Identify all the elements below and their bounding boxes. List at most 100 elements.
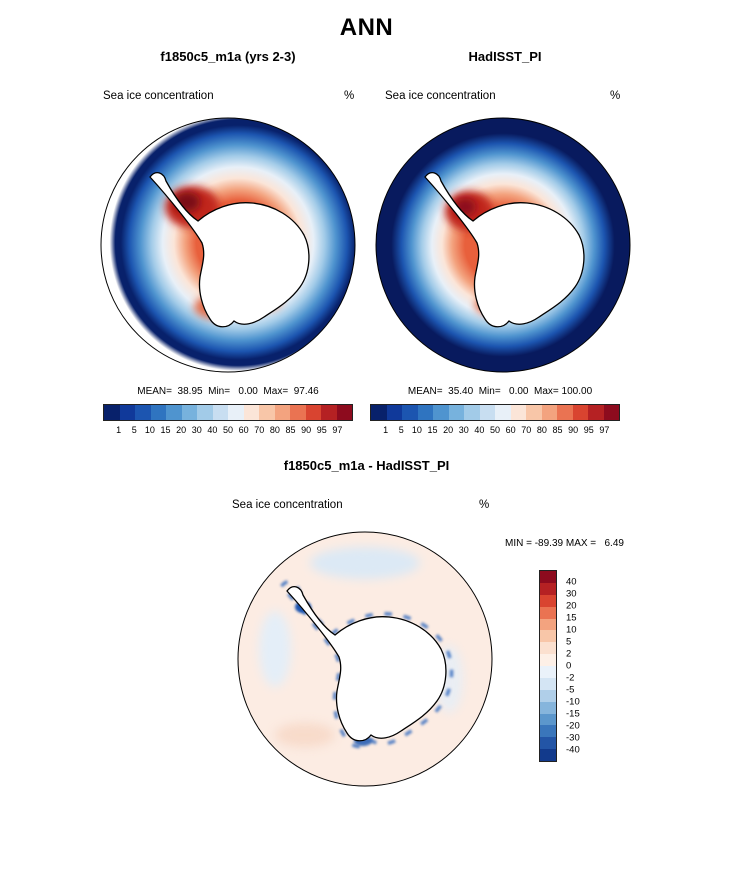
colorbar-segment [274, 405, 290, 420]
tick-label: 80 [269, 425, 280, 435]
tick-label: 95 [316, 425, 327, 435]
tick-label: 60 [505, 425, 516, 435]
tick-label: 20 [566, 600, 577, 612]
negative-anomaly-patch [310, 547, 420, 579]
colorbar-model [103, 404, 353, 421]
tick-label: 30 [458, 425, 469, 435]
colorbar-difference [539, 570, 557, 762]
tick-label: 20 [443, 425, 454, 435]
units-label-obs: % [610, 90, 621, 102]
colorbar-obs [370, 404, 620, 421]
colorbar-segment [540, 642, 556, 655]
tick-label: 5 [398, 425, 404, 435]
colorbar-segment [588, 405, 604, 420]
colorbar-segment [166, 405, 182, 420]
colorbar-segment [371, 405, 387, 420]
tick-label: 0 [566, 660, 572, 672]
tick-label: -30 [566, 732, 580, 744]
colorbar-segment [119, 405, 135, 420]
colorbar-segment [540, 701, 556, 714]
tick-label: -2 [566, 672, 575, 684]
units-label-difference: % [479, 499, 490, 511]
colorbar-segment [540, 689, 556, 702]
colorbar-segment [305, 405, 321, 420]
tick-label: 95 [583, 425, 594, 435]
tick-label: 20 [176, 425, 187, 435]
colorbar-segment [603, 405, 619, 420]
positive-anomaly-patch [275, 723, 335, 747]
colorbar-segment [479, 405, 495, 420]
tick-label: 15 [160, 425, 171, 435]
colorbar-segment [290, 405, 306, 420]
tick-label: 5 [566, 636, 572, 648]
colorbar-segment [540, 749, 556, 761]
colorbar-segment [540, 654, 556, 666]
colorbar-segment [321, 405, 337, 420]
tick-label: 1 [383, 425, 389, 435]
stats-obs: MEAN= 35.40 Min= 0.00 Max= 100.00 [407, 386, 593, 397]
panel-title-difference: f1850c5_m1a - HadISST_PI [283, 458, 450, 473]
colorbar-ticks-model: 1 5 10 15 20 30 40 50 60 70 80 85 90 95 97 [103, 425, 353, 437]
tick-label: -40 [566, 744, 580, 756]
colorbar-segment [197, 405, 213, 420]
colorbar-segment [557, 405, 573, 420]
units-label-model: % [344, 90, 355, 102]
tick-label: 40 [474, 425, 485, 435]
colorbar-segment [212, 405, 228, 420]
colorbar-segment [540, 666, 556, 678]
colorbar-ticks-obs: 1 5 10 15 20 30 40 50 60 70 80 85 90 95 97 [370, 425, 620, 437]
tick-label: 5 [131, 425, 137, 435]
field-label-obs: Sea ice concentration [385, 90, 496, 102]
colorbar-segment [386, 405, 402, 420]
map-difference [235, 529, 495, 789]
colorbar-segment [135, 405, 151, 420]
colorbar-segment [433, 405, 449, 420]
tick-label: -5 [566, 684, 575, 696]
map-obs-svg [375, 117, 631, 373]
field-label-model: Sea ice concentration [103, 90, 214, 102]
colorbar-segment [540, 713, 556, 726]
tick-label: 10 [566, 624, 577, 636]
map-model-svg [100, 117, 356, 373]
map-boundary [237, 531, 493, 787]
colorbar-segment [540, 677, 556, 690]
tick-label: 50 [222, 425, 234, 435]
antarctica-landmass [424, 171, 585, 328]
tick-label: 70 [254, 425, 265, 435]
colorbar-segment [181, 405, 197, 420]
tick-label: -10 [566, 696, 580, 708]
colorbar-segment [243, 405, 259, 420]
map-boundary [100, 117, 356, 373]
colorbar-segment [417, 405, 433, 420]
colorbar-segment [495, 405, 511, 420]
tick-label: 85 [552, 425, 563, 435]
tick-label: 40 [566, 576, 577, 588]
colorbar-segment [526, 405, 542, 420]
tick-label: 80 [536, 425, 547, 435]
plot-title: ANN [339, 14, 394, 41]
tick-label: 97 [332, 425, 343, 435]
tick-label: 85 [285, 425, 296, 435]
tick-label: 2 [566, 648, 572, 660]
map-model [98, 115, 358, 375]
tick-label: 90 [568, 425, 579, 435]
tick-label: 15 [566, 612, 577, 624]
tick-label: -20 [566, 720, 580, 732]
colorbar-segment [259, 405, 275, 420]
panel-title-obs: HadISST_PI [468, 49, 542, 64]
colorbar-segment [572, 405, 588, 420]
colorbar-segment [448, 405, 464, 420]
colorbar-segment [540, 571, 556, 583]
colorbar-segment [540, 630, 556, 643]
tick-label: 30 [191, 425, 202, 435]
tick-label: 60 [238, 425, 249, 435]
map-difference-svg [237, 531, 493, 787]
colorbar-segment [464, 405, 480, 420]
tick-label: 70 [521, 425, 532, 435]
tick-label: 30 [566, 588, 577, 600]
stats-model: MEAN= 38.95 Min= 0.00 Max= 97.46 [137, 386, 319, 397]
antarctica-landmass [286, 585, 447, 742]
colorbar-segment [540, 725, 556, 738]
colorbar-segment [540, 606, 556, 619]
tick-label: 97 [599, 425, 610, 435]
